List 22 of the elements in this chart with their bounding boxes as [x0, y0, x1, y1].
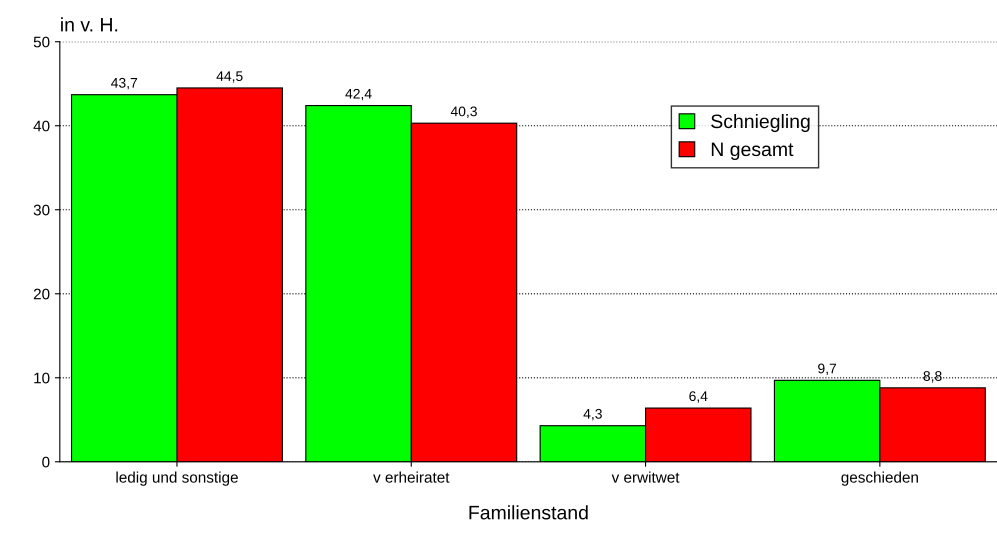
- legend-label: N gesamt: [712, 142, 794, 160]
- y-tick-label: 0: [42, 456, 50, 468]
- data-label: 9,7: [818, 364, 836, 376]
- x-tick-label: v erwitwet: [612, 472, 680, 483]
- x-tick-label: v erheiratet: [373, 472, 450, 483]
- data-label: 44,5: [216, 71, 243, 83]
- y-tick-label: 50: [34, 36, 50, 48]
- data-label: 40,3: [450, 106, 477, 118]
- x-tick-label: ledig und sonstige: [116, 472, 238, 486]
- y-tick-label: 40: [33, 120, 50, 132]
- y-tick-label: 20: [34, 288, 50, 300]
- data-label: 6,4: [689, 391, 708, 403]
- x-axis-title: Familienstand: [469, 505, 588, 520]
- y-tick-label: 10: [34, 372, 50, 384]
- y-axis-title: in v. H.: [61, 17, 118, 32]
- data-label: 43,7: [111, 78, 138, 90]
- data-label: 8,8: [924, 371, 942, 383]
- y-tick-label: 30: [34, 204, 50, 216]
- x-tick-label: geschieden: [841, 472, 918, 486]
- legend-label: Schniegling: [711, 114, 810, 132]
- data-label: 42,4: [345, 88, 372, 100]
- data-label: 4,3: [584, 408, 602, 420]
